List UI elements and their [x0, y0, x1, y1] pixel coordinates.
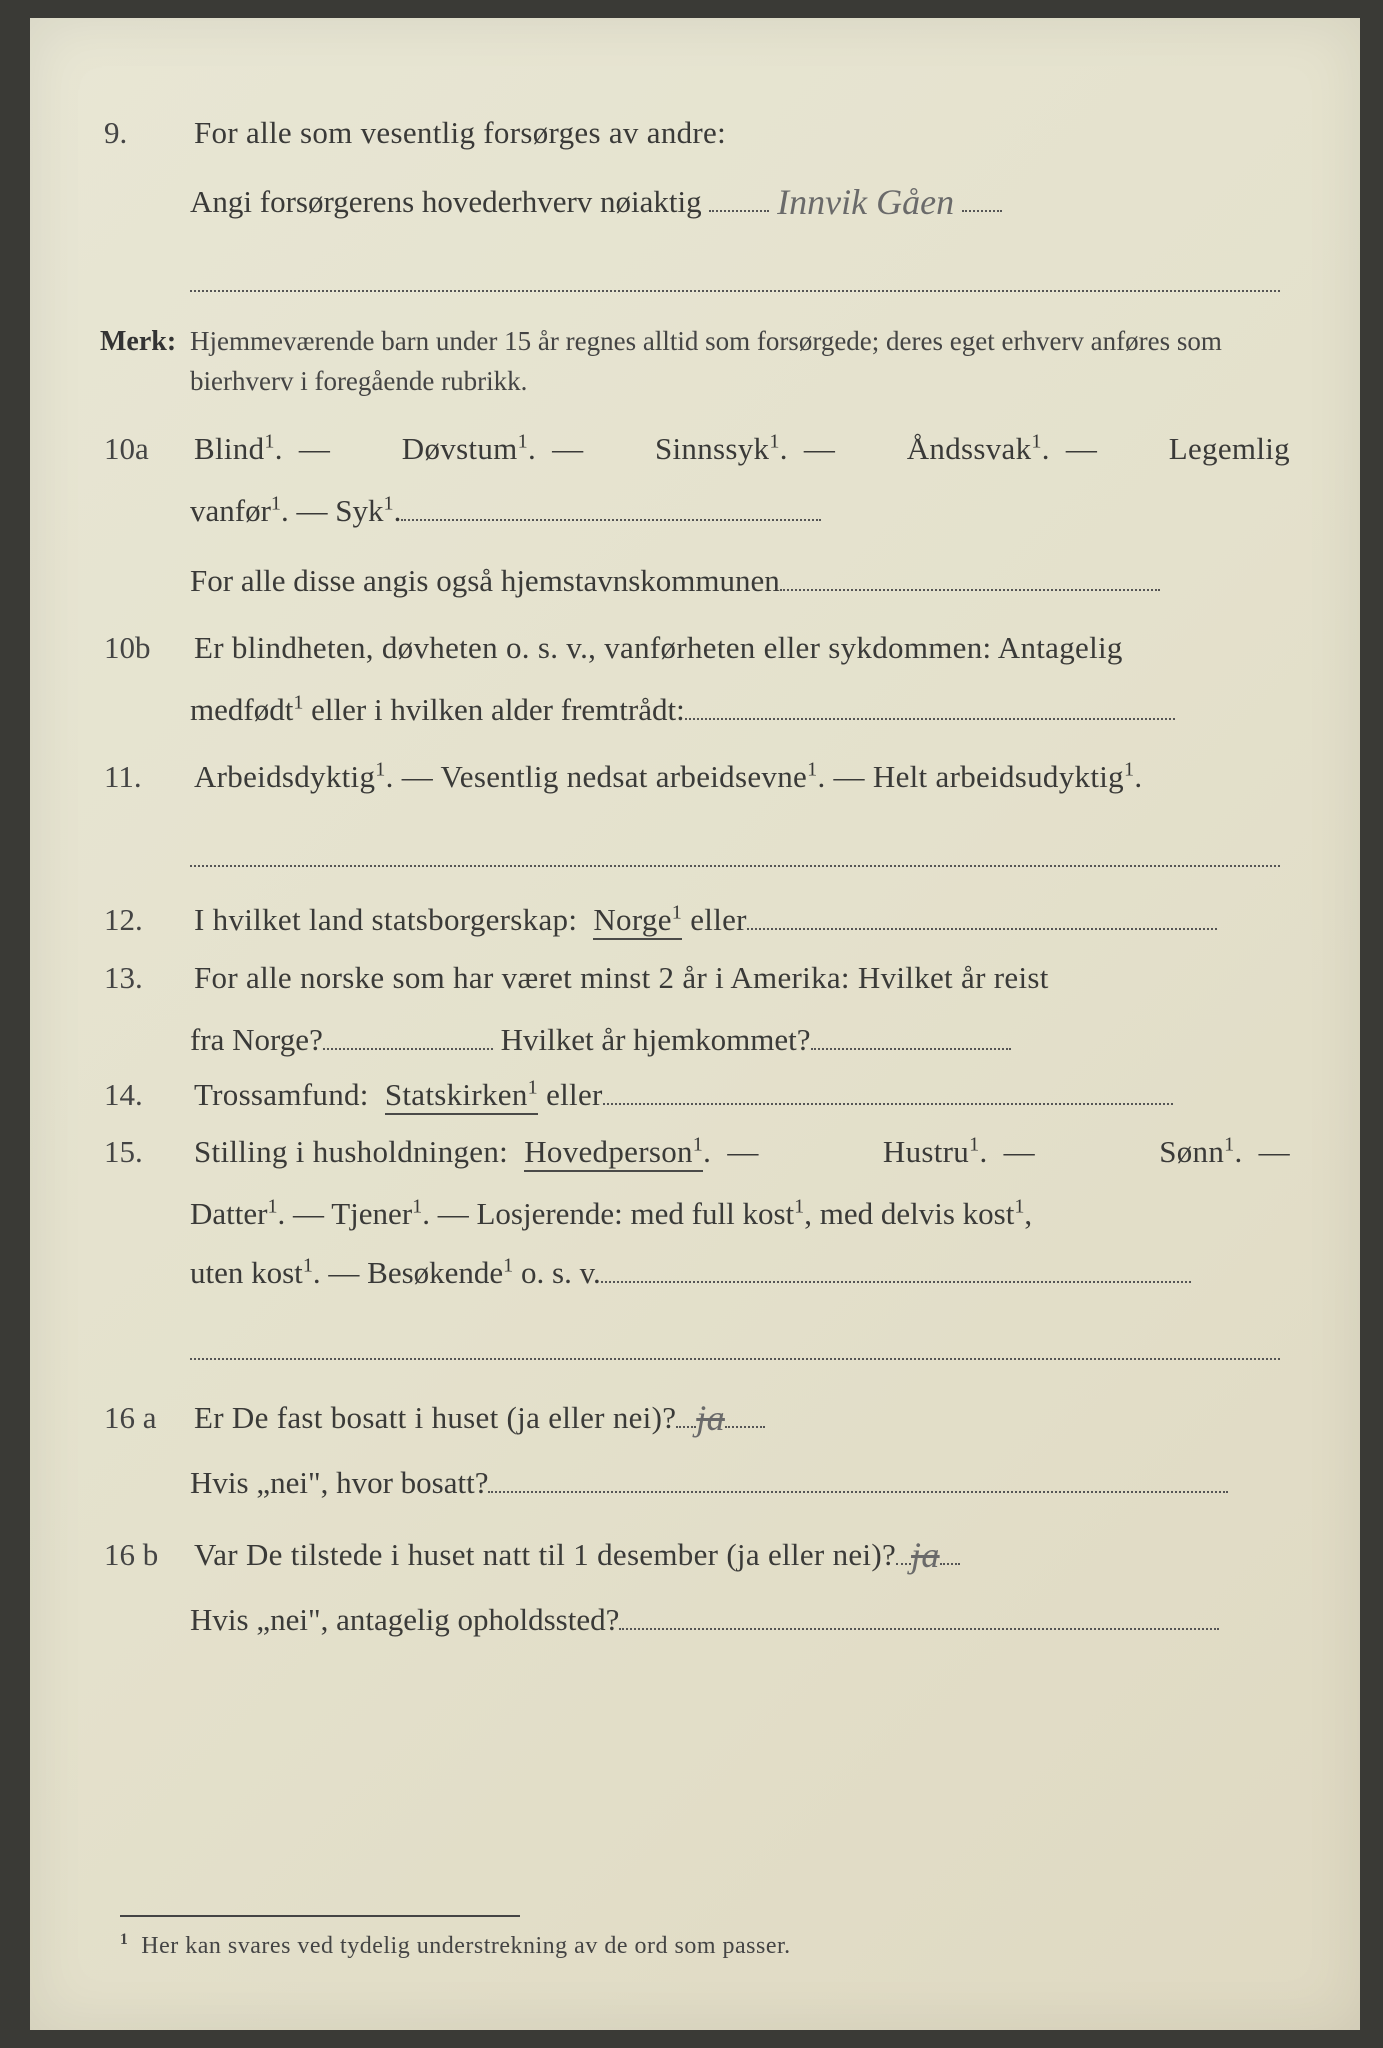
- q13-row1: 13. For alle norske som har været minst …: [100, 953, 1290, 1003]
- q10a-line3: For alle disse angis også hjemstavnskomm…: [190, 552, 1290, 611]
- q13-line2: fra Norge? Hvilket år hjemkommet?: [190, 1011, 1290, 1070]
- q16b-handwritten: ja: [911, 1535, 940, 1575]
- blank-line: [190, 1330, 1280, 1360]
- dotted-blank: [811, 1020, 1011, 1050]
- dotted-blank: [685, 690, 1175, 720]
- q14-underlined: Statskirken1: [385, 1077, 538, 1115]
- q16b-text: Var De tilstede i huset natt til 1 desem…: [194, 1525, 1290, 1583]
- dotted-blank: [962, 182, 1002, 212]
- dotted-blank: [401, 491, 821, 521]
- q11-number: 11.: [100, 752, 194, 802]
- dotted-blank: [601, 1253, 1191, 1283]
- q12-text: I hvilket land statsborgerskap: Norge1 e…: [194, 895, 1290, 945]
- dotted-blank: [603, 1075, 1173, 1105]
- q16b-line2: Hvis „nei", antagelig opholdssted?: [190, 1591, 1290, 1650]
- merk-row: Merk: Hjemmeværende barn under 15 år reg…: [100, 320, 1290, 402]
- q9-row1: 9. For alle som vesentlig forsørges av a…: [100, 108, 1290, 158]
- dotted-blank: [619, 1600, 1219, 1630]
- q12-number: 12.: [100, 895, 194, 945]
- q13-line1: For alle norske som har været minst 2 år…: [194, 953, 1290, 1003]
- q10a-number: 10a: [100, 424, 194, 474]
- q12-row: 12. I hvilket land statsborgerskap: Norg…: [100, 895, 1290, 945]
- q9-line2-text: Angi forsørgerens hovederhverv nøiaktig: [190, 184, 702, 219]
- q13-number: 13.: [100, 953, 194, 1003]
- q16a-line2: Hvis „nei", hvor bosatt?: [190, 1454, 1290, 1513]
- merk-label: Merk:: [100, 320, 190, 365]
- q11-row: 11. Arbeidsdyktig1. — Vesentlig nedsat a…: [100, 752, 1290, 802]
- q16a-number: 16 a: [100, 1393, 194, 1443]
- q12-underlined: Norge1: [593, 902, 682, 940]
- q11-text: Arbeidsdyktig1. — Vesentlig nedsat arbei…: [194, 752, 1290, 802]
- q15-row1: 15. Stilling i husholdningen: Hovedperso…: [100, 1127, 1290, 1177]
- q10a-line1: Blind1. — Døvstum1. — Sinnssyk1. — Åndss…: [194, 424, 1290, 474]
- q9-line2: Angi forsørgerens hovederhverv nøiaktig …: [190, 166, 1290, 234]
- dotted-blank: [780, 562, 1160, 592]
- q16a-text: Er De fast bosatt i huset (ja eller nei)…: [194, 1388, 1290, 1446]
- q16a-row1: 16 a Er De fast bosatt i huset (ja eller…: [100, 1388, 1290, 1446]
- q15-line3: uten kost1. — Besøkende1 o. s. v.: [190, 1244, 1290, 1303]
- q15-number: 15.: [100, 1127, 194, 1177]
- footnote: 1 Her kan svares ved tydelig understrekn…: [120, 1915, 1270, 1960]
- q10b-line2: medfødt1 eller i hvilken alder fremtrådt…: [190, 681, 1290, 740]
- dotted-blank: [747, 901, 1217, 931]
- q10a-line2: vanfør1. — Syk1.: [190, 482, 1290, 541]
- footnote-rule: [120, 1915, 520, 1917]
- dotted-blank: [709, 182, 769, 212]
- q15-line2: Datter1. — Tjener1. — Losjerende: med fu…: [190, 1185, 1290, 1244]
- q14-text: Trossamfund: Statskirken1 eller: [194, 1070, 1290, 1120]
- q10b-line1: Er blindheten, døvheten o. s. v., vanfør…: [194, 623, 1290, 673]
- q16a-handwritten: ja: [696, 1398, 725, 1438]
- q10b-number: 10b: [100, 623, 194, 673]
- q16b-row1: 16 b Var De tilstede i huset natt til 1 …: [100, 1525, 1290, 1583]
- blank-line: [190, 837, 1280, 867]
- q14-number: 14.: [100, 1070, 194, 1120]
- q15-line1: Stilling i husholdningen: Hovedperson1. …: [194, 1127, 1290, 1177]
- q14-row: 14. Trossamfund: Statskirken1 eller: [100, 1070, 1290, 1120]
- dotted-blank: [488, 1463, 1228, 1493]
- q10a-row1: 10a Blind1. — Døvstum1. — Sinnssyk1. — Å…: [100, 424, 1290, 474]
- dotted-blank: [323, 1020, 493, 1050]
- q9-handwritten: Innvik Gåen: [777, 182, 954, 222]
- q9-number: 9.: [100, 108, 194, 158]
- census-form-page: 9. For alle som vesentlig forsørges av a…: [30, 18, 1360, 2030]
- q10b-row1: 10b Er blindheten, døvheten o. s. v., va…: [100, 623, 1290, 673]
- merk-text: Hjemmeværende barn under 15 år regnes al…: [190, 321, 1290, 402]
- q9-line1: For alle som vesentlig forsørges av andr…: [194, 108, 1290, 158]
- footnote-text: 1 Her kan svares ved tydelig understrekn…: [120, 1931, 1270, 1960]
- q15-underlined: Hovedperson1: [524, 1134, 703, 1172]
- blank-line: [190, 262, 1280, 292]
- q16b-number: 16 b: [100, 1530, 194, 1580]
